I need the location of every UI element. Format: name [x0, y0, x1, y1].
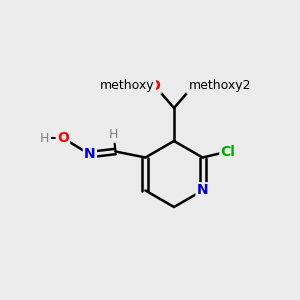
Text: N: N: [84, 148, 96, 161]
Text: H: H: [40, 131, 50, 145]
Text: methoxy: methoxy: [100, 79, 155, 92]
Text: Cl: Cl: [220, 145, 236, 158]
Text: H: H: [109, 128, 119, 142]
Text: O: O: [188, 79, 200, 92]
Text: methoxy2: methoxy2: [189, 79, 252, 92]
Text: O: O: [148, 79, 160, 92]
Text: N: N: [197, 184, 208, 197]
Text: O: O: [57, 131, 69, 145]
